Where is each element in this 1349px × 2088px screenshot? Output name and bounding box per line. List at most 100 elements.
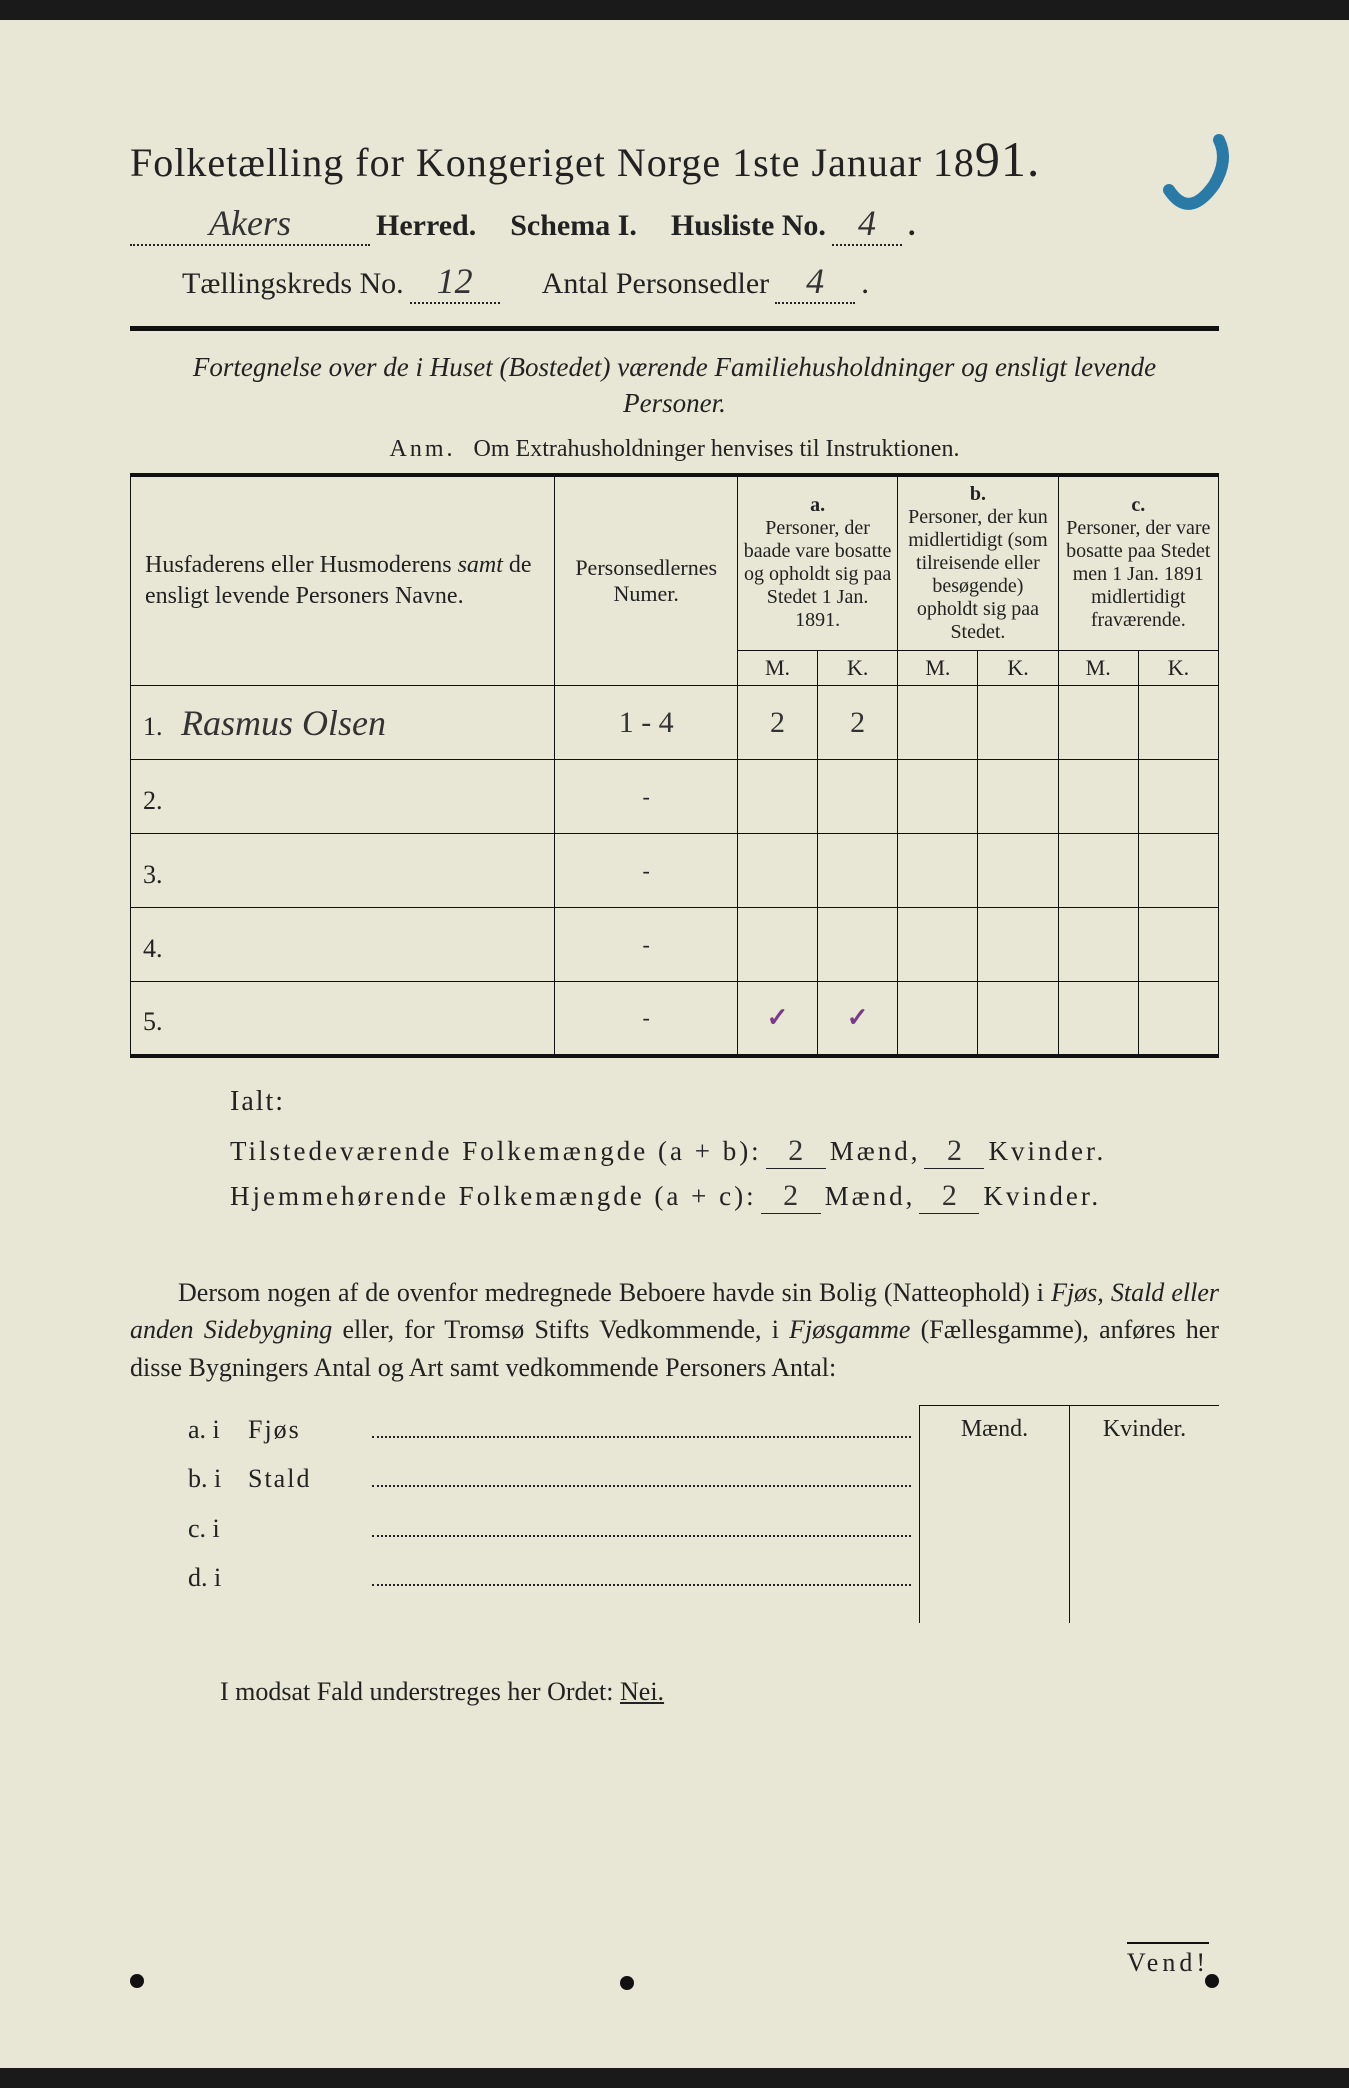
husliste-value: 4	[858, 203, 876, 243]
annotation-line: Anm. Om Extrahusholdninger henvises til …	[130, 436, 1219, 463]
kreds-label: Tællingskreds No.	[182, 267, 404, 301]
kreds-value: 12	[437, 261, 473, 301]
schema-label: Schema I.	[510, 209, 637, 243]
cell-name: 3.	[131, 834, 555, 908]
census-form-page: Folketælling for Kongeriget Norge 1ste J…	[0, 20, 1349, 2068]
totals-block: Ialt: Tilstedeværende Folkemængde (a + b…	[130, 1086, 1219, 1214]
mk-box-wrap: Mænd. Kvinder.	[919, 1405, 1219, 1623]
cell-name: 4.	[131, 908, 555, 982]
building-tag: d. i	[188, 1553, 248, 1602]
anm-prefix: Anm.	[390, 436, 456, 462]
cell-b-k	[978, 982, 1058, 1056]
punch-dot-right	[1205, 1974, 1219, 1988]
subtitle: Fortegnelse over de i Huset (Bostedet) v…	[170, 349, 1179, 422]
cell-a-k: 2	[818, 686, 898, 760]
maend-label-2: Mænd,	[825, 1181, 916, 1212]
punch-dot-left	[130, 1974, 144, 1988]
building-section: a. iFjøsb. iStaldc. id. i Mænd. Kvinder.	[130, 1405, 1219, 1623]
cell-a-m: ✓	[737, 982, 817, 1056]
cell-c-m	[1058, 834, 1138, 908]
dotted-line	[372, 1420, 911, 1438]
th-group-a: a. Personer, der baade vare bosatte og o…	[737, 475, 897, 651]
cell-c-k	[1138, 908, 1218, 982]
nei-line: I modsat Fald understreges her Ordet: Ne…	[130, 1677, 1219, 1707]
dotted-line	[372, 1469, 911, 1487]
header-line-2: Akers Herred. Schema I. Husliste No. 4 .	[130, 202, 1219, 246]
main-title: Folketælling for Kongeriget Norge 1ste J…	[130, 130, 1219, 188]
building-tag: c. i	[188, 1504, 248, 1553]
mk-box-body	[919, 1453, 1219, 1623]
nei-word: Nei.	[620, 1677, 664, 1706]
cell-a-m: 2	[737, 686, 817, 760]
total-ab-m: 2	[788, 1134, 803, 1167]
cell-c-k	[1138, 834, 1218, 908]
cell-c-m	[1058, 686, 1138, 760]
building-label: Fjøs	[248, 1405, 368, 1454]
cell-a-k	[818, 908, 898, 982]
cell-b-k	[978, 908, 1058, 982]
cell-a-m	[737, 760, 817, 834]
building-row: c. i	[188, 1504, 919, 1553]
dotted-line	[372, 1518, 911, 1536]
herred-value: Akers	[209, 203, 291, 243]
building-list: a. iFjøsb. iStaldc. id. i	[130, 1405, 919, 1623]
punch-dot-mid	[620, 1976, 634, 1990]
cell-pers: -	[555, 760, 737, 834]
total-line-ac: Hjemmehørende Folkemængde (a + c): 2 Mæn…	[230, 1179, 1219, 1214]
kvinder-label-1: Kvinder.	[988, 1136, 1106, 1167]
total-ac-k: 2	[942, 1179, 957, 1212]
th-group-c: c. Personer, der vare bosatte paa Stedet…	[1058, 475, 1218, 651]
total-ab-k: 2	[947, 1134, 962, 1167]
building-tag: b. i	[188, 1454, 248, 1503]
building-tag: a. i	[188, 1405, 248, 1454]
building-row: b. iStald	[188, 1454, 919, 1503]
mkbox-kvinder: Kvinder.	[1070, 1406, 1219, 1453]
header-line-3: Tællingskreds No. 12 Antal Personsedler …	[130, 260, 1219, 304]
th-c-m: M.	[1058, 650, 1138, 685]
building-row: a. iFjøs	[188, 1405, 919, 1454]
year-suffix: 91.	[975, 131, 1041, 187]
anm-text: Om Extrahusholdninger henvises til Instr…	[474, 436, 960, 462]
cell-pers: -	[555, 834, 737, 908]
table-row: 3. -	[131, 834, 1219, 908]
cell-b-k	[978, 834, 1058, 908]
total-ac-label: Hjemmehørende Folkemængde (a + c):	[230, 1181, 757, 1212]
cell-a-m	[737, 908, 817, 982]
mkbox-k-cell	[1070, 1453, 1219, 1623]
building-label: Stald	[248, 1454, 368, 1503]
mkbox-maend: Mænd.	[920, 1406, 1070, 1453]
cell-c-m	[1058, 908, 1138, 982]
mk-box: Mænd. Kvinder.	[919, 1405, 1219, 1453]
cell-c-m	[1058, 760, 1138, 834]
cell-c-k	[1138, 760, 1218, 834]
cell-a-k	[818, 834, 898, 908]
nei-prefix: I modsat Fald understreges her Ordet:	[220, 1677, 620, 1706]
cell-name: 1. Rasmus Olsen	[131, 686, 555, 760]
cell-pers: 1 - 4	[555, 686, 737, 760]
cell-b-m	[898, 982, 978, 1056]
cell-a-m	[737, 834, 817, 908]
cell-c-k	[1138, 686, 1218, 760]
cell-a-k	[818, 760, 898, 834]
husliste-label: Husliste No.	[671, 209, 826, 243]
cell-b-m	[898, 760, 978, 834]
th-names: Husfaderens eller Husmoderens samt de en…	[131, 475, 555, 686]
table-row: 1. Rasmus Olsen1 - 422	[131, 686, 1219, 760]
cell-b-m	[898, 908, 978, 982]
th-b-k: K.	[978, 650, 1058, 685]
th-b-m: M.	[898, 650, 978, 685]
table-row: 4. -	[131, 908, 1219, 982]
cell-b-m	[898, 686, 978, 760]
cell-b-k	[978, 686, 1058, 760]
cell-b-m	[898, 834, 978, 908]
building-row: d. i	[188, 1553, 919, 1602]
cell-name: 2.	[131, 760, 555, 834]
table-row: 2. -	[131, 760, 1219, 834]
mkbox-m-cell	[920, 1453, 1070, 1623]
th-a-k: K.	[818, 650, 898, 685]
antal-value: 4	[806, 261, 824, 301]
cell-c-k	[1138, 982, 1218, 1056]
ialt-label: Ialt:	[230, 1086, 1219, 1118]
herred-label: Herred.	[376, 209, 476, 243]
table-row: 5. -✓✓	[131, 982, 1219, 1056]
